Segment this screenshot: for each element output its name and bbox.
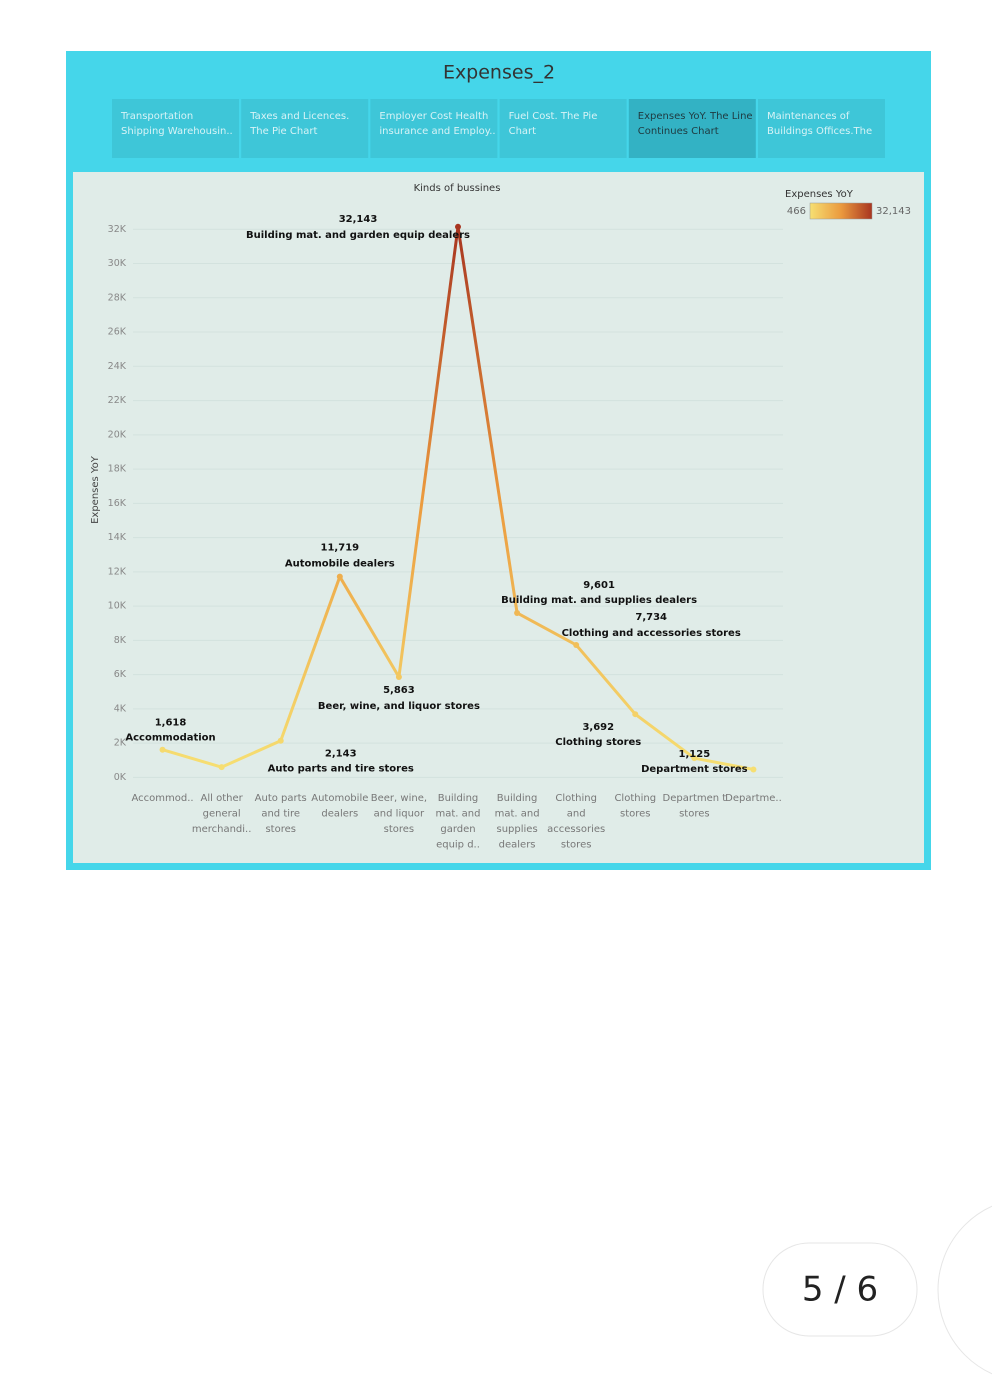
tab-label[interactable]: Expenses YoY. The Line Continues Chart xyxy=(638,111,753,137)
point xyxy=(750,766,757,773)
data-label: 3,692 xyxy=(582,722,614,733)
x-tick-label: Departmen t stores xyxy=(663,793,727,820)
data-label: 32,143 xyxy=(339,214,378,225)
x-tick-label: Automobile dealers xyxy=(311,793,368,820)
tab-label[interactable]: Employer Cost Health insurance and Employ… xyxy=(379,111,495,137)
x-tick-label: Building mat. and supplies dealers xyxy=(495,793,540,851)
x-tick-label: Beer, wine, and liquor stores xyxy=(371,793,427,835)
point-label: Clothing stores xyxy=(555,737,641,748)
x-tick-label: Clothing stores xyxy=(614,793,656,820)
data-label: 2,143 xyxy=(325,749,357,760)
y-tick-label: 6K xyxy=(114,669,127,680)
y-tick-label: 24K xyxy=(108,361,127,372)
point-label: Auto parts and tire stores xyxy=(268,764,414,775)
point xyxy=(277,737,284,744)
point-label: Building mat. and garden equip dealers xyxy=(246,230,470,241)
point xyxy=(455,223,461,230)
x-tick-label: Departme.. xyxy=(725,793,782,804)
x-tick-label: Accommod.. xyxy=(131,793,193,804)
x-tick-label: Auto parts and tire stores xyxy=(255,793,307,835)
y-tick-label: 8K xyxy=(114,635,127,646)
tab[interactable]: Expenses YoY. The Line Continues Chart xyxy=(628,99,756,158)
point xyxy=(632,711,639,718)
legend-title: Expenses YoY xyxy=(785,189,854,200)
y-tick-label: 32K xyxy=(108,224,127,235)
y-tick-label: 20K xyxy=(108,429,127,440)
tab[interactable]: Fuel Cost. The Pie Chart xyxy=(499,99,627,158)
pager-box xyxy=(762,1242,918,1337)
tab[interactable]: Taxes and Licences. The Pie Chart xyxy=(241,99,369,158)
point-label: Accommodation xyxy=(125,733,215,744)
x-tick-label: All other general merchandi.. xyxy=(192,793,252,835)
y-tick-label: 14K xyxy=(108,532,127,543)
chart-panel xyxy=(73,172,924,863)
y-tick-label: 30K xyxy=(108,258,127,269)
dashboard-title: Expenses_2 xyxy=(443,62,555,84)
point xyxy=(514,609,521,616)
y-tick-label: 16K xyxy=(108,498,127,509)
point xyxy=(336,573,343,580)
tab-label[interactable]: Transportation Shipping Warehousin.. xyxy=(120,111,233,137)
data-label: 5,863 xyxy=(383,685,415,696)
tab-bg[interactable] xyxy=(241,99,369,158)
tab[interactable]: Employer Cost Health insurance and Employ… xyxy=(370,99,498,158)
tab-bg[interactable] xyxy=(499,99,627,158)
data-label: 9,601 xyxy=(583,580,615,591)
point-label: Clothing and accessories stores xyxy=(562,628,741,639)
tab[interactable]: Maintenances of Buildings Offices.The xyxy=(758,99,885,158)
tab-bg[interactable] xyxy=(628,99,756,158)
tab-bg[interactable] xyxy=(370,99,498,158)
x-tick-label: Building mat. and garden equip d.. xyxy=(436,793,481,851)
y-tick-label: 26K xyxy=(108,327,127,338)
point-label: Automobile dealers xyxy=(285,559,395,570)
tab-bg[interactable] xyxy=(112,99,239,158)
tab-label[interactable]: Fuel Cost. The Pie Chart xyxy=(509,111,598,137)
point xyxy=(395,673,402,680)
chart-title: Kinds of bussines xyxy=(414,183,501,194)
y-tick-label: 18K xyxy=(108,464,127,475)
point xyxy=(218,764,225,771)
point-label: Department stores xyxy=(641,764,748,775)
point-label: Building mat. and supplies dealers xyxy=(501,595,697,606)
y-axis-title: Expenses YoY xyxy=(90,455,101,524)
data-label: 1,618 xyxy=(155,718,187,729)
legend-min: 466 xyxy=(787,206,806,217)
y-tick-label: 2K xyxy=(114,738,127,749)
y-tick-label: 12K xyxy=(108,566,127,577)
point-label: Beer, wine, and liquor stores xyxy=(318,701,480,712)
side-button[interactable] xyxy=(937,1198,992,1377)
data-label: 1,125 xyxy=(679,749,711,760)
y-tick-label: 28K xyxy=(108,292,127,303)
y-tick-label: 0K xyxy=(114,772,127,783)
pager: 5 / 6 xyxy=(802,1270,878,1310)
data-label: 11,719 xyxy=(321,543,360,554)
tabs: Transportation Shipping Warehousin.. Taxes… xyxy=(112,99,885,158)
tab-label[interactable]: Taxes and Licences. The Pie Chart xyxy=(249,111,349,137)
point xyxy=(691,755,698,762)
tab-label[interactable]: Maintenances of Buildings Offices.The xyxy=(767,111,872,137)
tab[interactable]: Transportation Shipping Warehousin.. xyxy=(112,99,239,158)
point xyxy=(573,641,580,648)
x-tick-label: Clothing and accessories stores xyxy=(547,793,605,851)
tab-bg[interactable] xyxy=(758,99,885,158)
legend-max: 32,143 xyxy=(876,206,911,217)
chart: Kinds of bussines Expenses YoY 0K 2K 4K 6K 8K 1… xyxy=(90,183,911,851)
y-tick-label: 22K xyxy=(108,395,127,406)
y-tick-label: 10K xyxy=(108,601,127,612)
legend-bar xyxy=(809,202,873,220)
y-tick-label: 4K xyxy=(114,703,127,714)
data-label: 7,734 xyxy=(635,612,667,623)
point xyxy=(159,746,166,753)
